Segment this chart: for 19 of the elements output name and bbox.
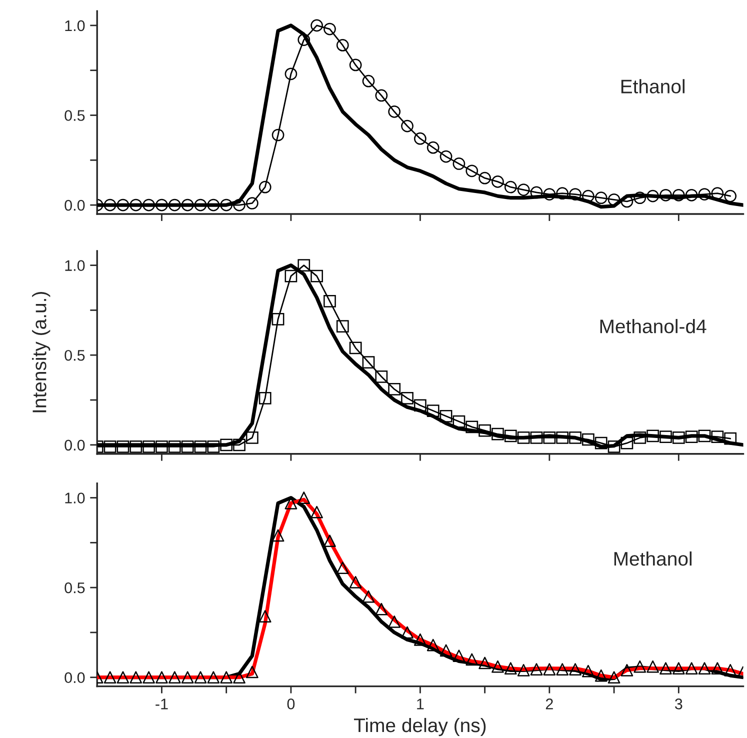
x-tick-label: 3 [674, 698, 682, 710]
y-tick-label: 0.0 [64, 672, 85, 684]
y-tick-label: 0.0 [64, 200, 85, 211]
x-tick-label: -1 [156, 698, 168, 710]
y-tick-label: 1.0 [65, 20, 85, 32]
x-tick-label: 0 [287, 698, 295, 710]
x-tick-label: 2 [546, 698, 553, 710]
x-tick-label: 1 [417, 698, 424, 710]
y-axis-title: Intensity (a.u.) [32, 292, 50, 412]
annotation: Ethanol [621, 79, 684, 94]
y-tick-label: 0.5 [64, 582, 85, 594]
annotation: Methanol [614, 551, 692, 566]
y-tick-label: 1.0 [65, 260, 85, 271]
y-tick-label: 0.0 [64, 440, 85, 451]
y-tick-label: 1.0 [65, 492, 85, 504]
annotation: Methanol-d4 [600, 318, 706, 334]
x-axis-title: Time delay (ns) [354, 718, 486, 736]
y-tick-label: 0.5 [64, 350, 85, 361]
y-tick-label: 0.5 [64, 110, 85, 121]
